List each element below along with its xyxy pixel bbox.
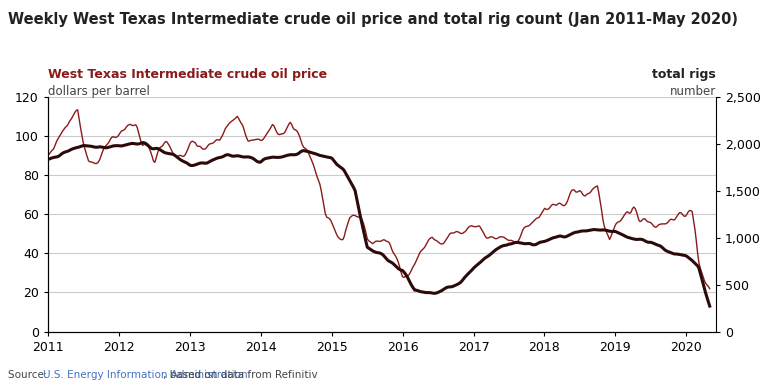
- Text: number: number: [670, 85, 716, 98]
- Text: , based on data from Refinitiv: , based on data from Refinitiv: [163, 370, 317, 380]
- Text: total rigs: total rigs: [653, 68, 716, 81]
- Text: Source:: Source:: [8, 370, 50, 380]
- Text: U.S. Energy Information Administration: U.S. Energy Information Administration: [43, 370, 248, 380]
- Text: dollars per barrel: dollars per barrel: [48, 85, 150, 98]
- Text: West Texas Intermediate crude oil price: West Texas Intermediate crude oil price: [48, 68, 327, 81]
- Text: Weekly West Texas Intermediate crude oil price and total rig count (Jan 2011-May: Weekly West Texas Intermediate crude oil…: [8, 12, 738, 26]
